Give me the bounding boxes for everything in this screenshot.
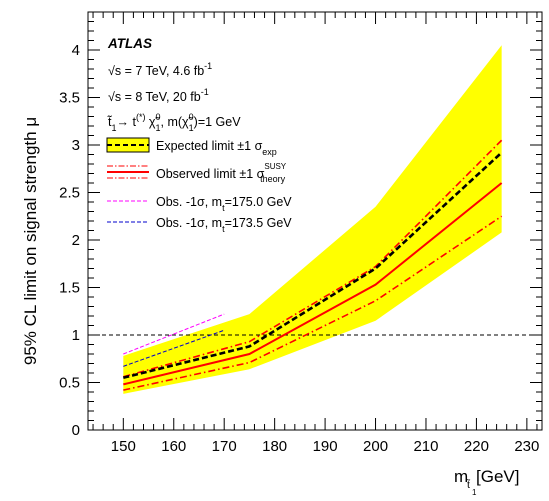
series-mt175-line xyxy=(123,313,225,355)
x-axis-title-subscript-t: t̃ xyxy=(466,479,471,491)
x-tick-label: 170 xyxy=(212,438,237,455)
x-tick-label: 200 xyxy=(363,438,388,455)
x-axis-title-subscript-1: 1 xyxy=(472,488,477,497)
y-tick-label: 3 xyxy=(72,137,80,154)
annotation-8tev: √s = 8 TeV, 20 fb-1 xyxy=(108,87,209,104)
expected-band xyxy=(123,45,502,394)
x-tick-label: 220 xyxy=(464,438,489,455)
legend-entry-mt173: Obs. -1σ, mt=173.5 GeV xyxy=(107,216,292,234)
y-tick-label: 2.5 xyxy=(59,185,80,202)
y-tick-label: 1.5 xyxy=(59,280,80,297)
axes-frame: 150 160 170 180 190 200 210 220 230 0 0.5 1 1.5 2 2.5 3… xyxy=(59,11,543,455)
x-axis-title: m [GeV] t̃ 1 xyxy=(454,467,519,497)
legend: ATLAS √s = 7 TeV, 4.6 fb-1 √s = 8 TeV, 2… xyxy=(106,36,292,234)
y-tick-label: 0.5 xyxy=(59,375,80,392)
y-tick-label: 3.5 xyxy=(59,90,80,107)
annotation-decay: t̃1→ t(*) χ̃0 1, m(χ̃0 1)=1 GeV xyxy=(107,112,242,133)
x-tick-label: 210 xyxy=(413,438,438,455)
y-tick-label: 4 xyxy=(72,42,80,59)
legend-label-mt175: Obs. -1σ, mt=175.0 GeV xyxy=(156,195,292,213)
plot-area xyxy=(88,45,542,394)
x-tick-label: 150 xyxy=(111,438,136,455)
legend-entry-expected: Expected limit ±1 σexp xyxy=(106,137,277,157)
y-axis-title: 95% CL limit on signal strength μ xyxy=(21,117,40,365)
y-tick-label: 1 xyxy=(72,327,80,344)
atlas-label: ATLAS xyxy=(107,36,152,51)
legend-label-observed: Observed limit ±1 σSUSY theory xyxy=(156,162,287,184)
x-tick-label: 190 xyxy=(313,438,338,455)
observed-theory-low-line xyxy=(123,215,503,391)
legend-entry-observed: Observed limit ±1 σSUSY theory xyxy=(107,162,287,184)
y-tick-label: 0 xyxy=(72,422,80,439)
x-tick-label: 160 xyxy=(161,438,186,455)
x-axis-title-unit: [GeV] xyxy=(476,467,519,486)
legend-label-expected: Expected limit ±1 σexp xyxy=(156,139,277,157)
legend-entry-mt175: Obs. -1σ, mt=175.0 GeV xyxy=(107,195,292,213)
observed-limit-line xyxy=(123,182,503,386)
x-tick-label: 180 xyxy=(262,438,287,455)
observed-theory-high-line xyxy=(123,139,503,378)
x-tick-label: 230 xyxy=(514,438,539,455)
legend-label-mt173: Obs. -1σ, mt=173.5 GeV xyxy=(156,216,292,234)
x-axis-title-m: m xyxy=(454,467,468,486)
y-tick-label: 2 xyxy=(72,232,80,249)
expected-limit-line xyxy=(122,151,503,380)
annotation-7tev: √s = 7 TeV, 4.6 fb-1 xyxy=(108,61,212,78)
